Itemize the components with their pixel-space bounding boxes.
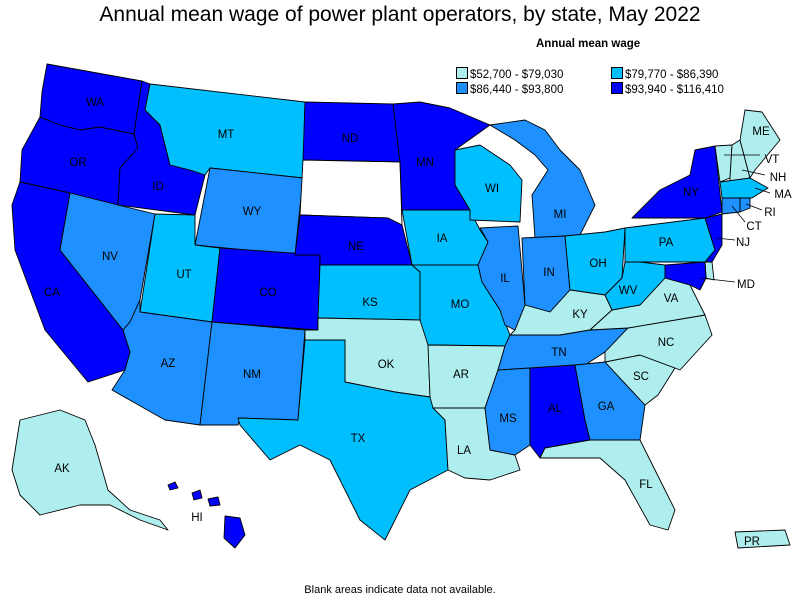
label-nm: NM bbox=[243, 369, 261, 381]
label-co: CO bbox=[259, 287, 276, 299]
label-md: MD bbox=[737, 279, 755, 291]
label-mi: MI bbox=[554, 209, 567, 221]
leader-ct bbox=[731, 205, 746, 223]
state-az[interactable] bbox=[111, 299, 213, 426]
label-nc: NC bbox=[658, 337, 675, 349]
label-ga: GA bbox=[598, 401, 615, 413]
label-mo: MO bbox=[451, 299, 470, 311]
state-tx[interactable] bbox=[237, 339, 449, 541]
state-ny[interactable] bbox=[631, 145, 723, 219]
label-fl: FL bbox=[639, 479, 653, 491]
label-or: OR bbox=[69, 157, 86, 169]
leader-ri bbox=[745, 203, 763, 211]
label-wi: WI bbox=[485, 183, 499, 195]
label-hi: HI bbox=[191, 512, 203, 524]
leader-md bbox=[699, 277, 736, 283]
state-fl[interactable] bbox=[539, 439, 676, 531]
label-nv: NV bbox=[102, 251, 118, 263]
label-id: ID bbox=[152, 181, 164, 193]
label-ri: RI bbox=[764, 207, 776, 219]
leader-nh bbox=[741, 169, 766, 176]
label-ct: CT bbox=[746, 221, 761, 233]
legend-item-4: $93,940 - $116,410 bbox=[611, 82, 724, 97]
footnote: Blank areas indicate data not available. bbox=[304, 584, 496, 596]
legend-item-3: $86,440 - $93,800 bbox=[456, 82, 563, 97]
legend-item-2: $79,770 - $86,390 bbox=[611, 67, 718, 82]
label-pr: PR bbox=[744, 536, 760, 548]
label-mn: MN bbox=[416, 157, 434, 169]
state-ct[interactable] bbox=[721, 197, 741, 215]
label-ca: CA bbox=[44, 287, 60, 299]
state-il[interactable] bbox=[477, 225, 526, 331]
label-ky: KY bbox=[572, 309, 588, 321]
label-ms: MS bbox=[499, 413, 517, 425]
label-ok: OK bbox=[378, 359, 395, 371]
label-mt: MT bbox=[218, 129, 235, 141]
state-pr[interactable] bbox=[734, 529, 791, 549]
leader-ma bbox=[754, 187, 771, 194]
label-il: IL bbox=[500, 273, 510, 285]
label-ks: KS bbox=[362, 297, 378, 309]
label-ny: NY bbox=[683, 187, 699, 199]
label-la: LA bbox=[457, 445, 471, 457]
state-md[interactable] bbox=[664, 261, 707, 291]
label-nd: ND bbox=[342, 133, 359, 145]
state-hi[interactable] bbox=[167, 481, 246, 549]
label-ia: IA bbox=[437, 233, 448, 245]
label-ma: MA bbox=[774, 189, 792, 201]
label-oh: OH bbox=[589, 258, 606, 270]
label-wy: WY bbox=[243, 206, 262, 218]
label-va: VA bbox=[664, 293, 679, 305]
state-nd[interactable] bbox=[302, 101, 401, 163]
label-pa: PA bbox=[659, 237, 674, 249]
label-sc: SC bbox=[633, 371, 649, 383]
state-ks[interactable] bbox=[317, 264, 421, 321]
label-nj: NJ bbox=[736, 237, 750, 249]
leader-nj bbox=[715, 237, 736, 241]
label-ne: NE bbox=[348, 241, 364, 253]
legend-swatch bbox=[611, 67, 623, 79]
label-vt: VT bbox=[765, 154, 780, 166]
label-az: AZ bbox=[161, 358, 176, 370]
label-ar: AR bbox=[453, 369, 469, 381]
label-ut: UT bbox=[176, 269, 191, 281]
label-wv: WV bbox=[619, 285, 638, 297]
label-nh: NH bbox=[770, 172, 787, 184]
label-in: IN bbox=[543, 267, 555, 279]
legend-title: Annual mean wage bbox=[536, 38, 641, 50]
label-wa: WA bbox=[86, 97, 104, 109]
label-tx: TX bbox=[351, 433, 366, 445]
state-wi[interactable] bbox=[454, 144, 523, 223]
state-ma[interactable] bbox=[719, 177, 769, 199]
legend-swatch bbox=[456, 67, 468, 79]
legend-item-1: $52,700 - $79,030 bbox=[456, 67, 563, 82]
label-tn: TN bbox=[551, 347, 566, 359]
legend-swatch bbox=[611, 82, 623, 94]
map-title: Annual mean wage of power plant operator… bbox=[99, 3, 701, 26]
state-ak[interactable] bbox=[11, 409, 169, 531]
label-al: AL bbox=[548, 403, 563, 415]
state-ri[interactable] bbox=[739, 197, 751, 213]
label-ak: AK bbox=[54, 463, 70, 475]
legend-swatch bbox=[456, 82, 468, 94]
label-me: ME bbox=[752, 126, 770, 138]
